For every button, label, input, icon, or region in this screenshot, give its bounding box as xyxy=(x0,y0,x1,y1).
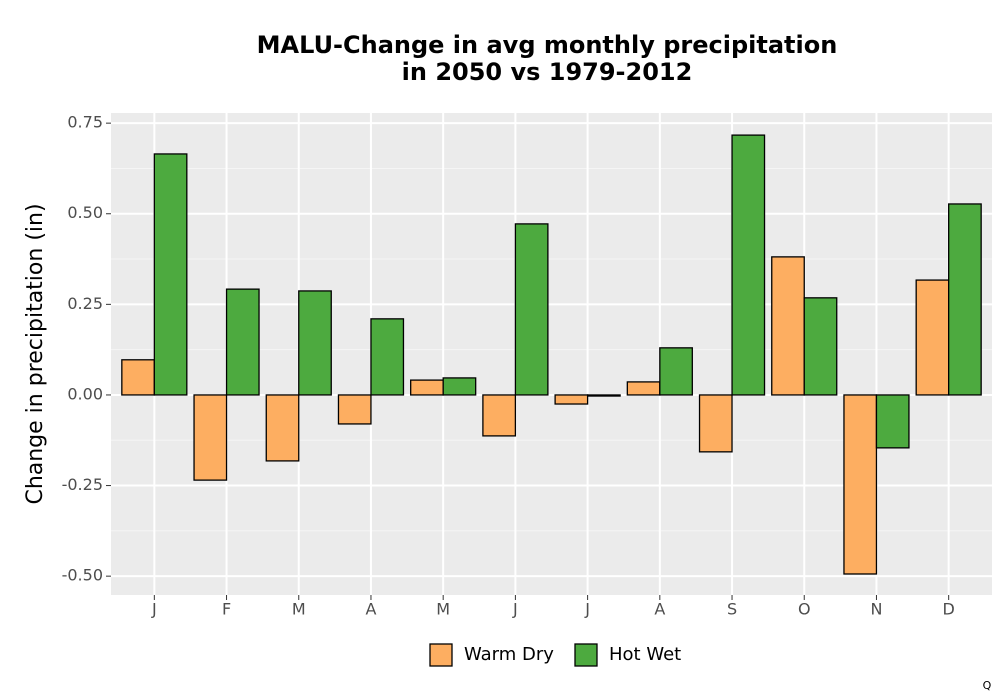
bar xyxy=(803,297,838,396)
x-tick-label: J xyxy=(512,600,518,619)
bar xyxy=(442,377,477,396)
bar xyxy=(410,379,444,396)
x-tick-label: M xyxy=(436,600,450,619)
legend-label: Hot Wet xyxy=(609,644,681,665)
chart-title: in 2050 vs 1979-2012 xyxy=(402,58,693,86)
caption: Q xyxy=(983,679,992,692)
x-tick-label: J xyxy=(584,600,590,619)
y-tick-label: 0.00 xyxy=(67,384,103,403)
x-tick-label: D xyxy=(943,600,955,619)
bar xyxy=(948,203,982,396)
bar xyxy=(659,347,693,396)
y-tick-label: 0.50 xyxy=(67,203,103,222)
legend-label: Warm Dry xyxy=(464,644,554,665)
bar xyxy=(265,394,300,462)
y-tick-label: -0.50 xyxy=(62,566,103,585)
x-tick-label: S xyxy=(727,600,737,619)
bar xyxy=(370,318,405,396)
x-tick-label: J xyxy=(151,600,157,619)
bar xyxy=(298,290,332,396)
bar xyxy=(586,394,621,397)
bar xyxy=(153,153,188,396)
bar xyxy=(698,394,733,453)
bar xyxy=(121,359,155,396)
bar xyxy=(482,394,517,437)
bar xyxy=(514,223,549,396)
legend-key xyxy=(574,643,598,667)
x-tick-label: F xyxy=(222,600,231,619)
x-tick-label: O xyxy=(798,600,811,619)
y-tick-label: 0.75 xyxy=(67,113,103,132)
bar xyxy=(731,134,766,396)
x-tick-label: A xyxy=(365,600,376,619)
bar xyxy=(337,394,372,425)
x-tick-label: N xyxy=(870,600,882,619)
y-tick-label: -0.25 xyxy=(62,475,103,494)
x-tick-label: M xyxy=(292,600,306,619)
bar xyxy=(771,256,805,396)
bar xyxy=(626,381,661,396)
x-tick-label: A xyxy=(654,600,665,619)
bar xyxy=(915,279,950,396)
bar xyxy=(843,394,878,575)
bar xyxy=(554,394,589,405)
legend-key xyxy=(429,643,453,667)
y-axis-label: Change in precipitation (in) xyxy=(23,203,48,504)
bar xyxy=(875,394,910,449)
bar xyxy=(225,288,260,396)
chart-title: MALU-Change in avg monthly precipitation xyxy=(257,31,838,59)
bar xyxy=(193,394,228,481)
y-tick-label: 0.25 xyxy=(67,294,103,313)
